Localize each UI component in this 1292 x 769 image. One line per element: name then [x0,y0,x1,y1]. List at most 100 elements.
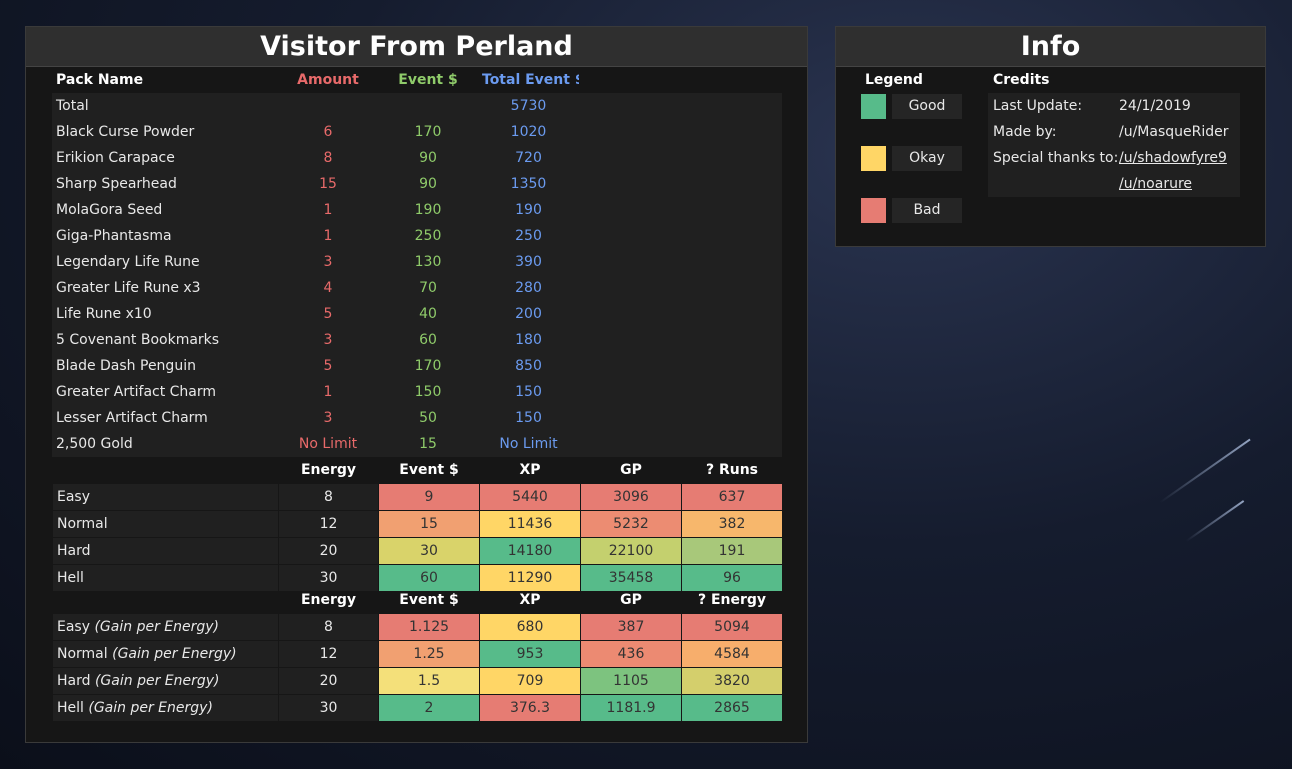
runs-label-text: Easy [57,489,91,505]
gain-xp: 376.3 [479,694,581,722]
pack-event: 60 [378,327,478,353]
pack-event: 170 [378,119,478,145]
credits-box: Last Update: 24/1/2019 Made by: /u/Masqu… [988,93,1240,197]
pack-total: 150 [478,405,579,431]
runs-event: 30 [378,537,480,565]
gain-extra: 5094 [681,613,783,641]
pack-row: Erikion Carapace 8 90 720 [52,145,782,171]
pack-total: 180 [478,327,579,353]
gain-label-text: Hell [57,700,84,716]
runs-header-energy: Energy [300,462,357,478]
gain-xp: 709 [479,667,581,695]
runs-extra: 96 [681,564,783,592]
gain-label-text: Normal [57,646,108,662]
gain-header-event: Event $ [399,592,459,608]
pack-total: 720 [478,145,579,171]
runs-header-runs: ? Runs [705,462,759,478]
gain-header-row: Energy Event $ XP GP ? Energy [53,587,783,614]
gain-label-suffix: (Gain per Energy) [88,700,213,716]
pack-event: 50 [378,405,478,431]
runs-energy: 20 [278,537,379,565]
gain-event: 1.25 [378,640,480,668]
runs-row: Hard 20 30 14180 22100 191 [52,537,783,565]
row-spacer [579,405,782,431]
pack-header-row: Pack Name Amount Event $ Total Event $ [52,67,782,93]
pack-name: Lesser Artifact Charm [52,405,278,431]
thanks-link-shadowfyre9[interactable]: /u/shadowfyre9 [1119,150,1227,166]
pack-event: 190 [378,197,478,223]
pack-amount: 3 [278,249,378,275]
pack-total: 250 [478,223,579,249]
runs-xp: 14180 [479,537,581,565]
runs-xp: 11290 [479,564,581,592]
pack-name: Black Curse Powder [52,119,278,145]
runs-table: Energy Event $ XP GP ? Runs Easy 8 9 5440 30… [52,457,783,592]
gain-gp: 387 [580,613,682,641]
thanks-link-noarure[interactable]: /u/noarure [1119,176,1193,192]
gain-gp: 1181.9 [580,694,682,722]
pack-event: 70 [378,275,478,301]
runs-header-row: Energy Event $ XP GP ? Runs [53,457,783,484]
gain-extra: 2865 [681,694,783,722]
info-title: Info [836,27,1265,67]
runs-energy: 8 [278,483,379,511]
pack-amount: 8 [278,145,378,171]
header-total-event: Total Event $ [482,72,579,88]
runs-label: Normal [52,510,279,538]
runs-label: Easy [52,483,279,511]
runs-row: Normal 12 15 11436 5232 382 [52,510,783,538]
header-pack-name: Pack Name [56,72,144,88]
pack-name: Greater Life Rune x3 [52,275,278,301]
gain-header-energy: Energy [300,592,357,608]
legend-okay-label: Okay [892,146,962,171]
pack-row: 5 Covenant Bookmarks 3 60 180 [52,327,782,353]
runs-header-gp: GP [620,462,642,478]
pack-row: Greater Life Rune x3 4 70 280 [52,275,782,301]
main-panel: Visitor From Perland Pack Name Amount Ev… [25,26,808,743]
runs-event: 9 [378,483,480,511]
pack-name: 5 Covenant Bookmarks [52,327,278,353]
gain-label: Normal (Gain per Energy) [52,640,279,668]
pack-name: Life Rune x10 [52,301,278,327]
legend-good-label: Good [892,94,962,119]
row-spacer [579,93,782,119]
row-spacer [579,145,782,171]
last-update-label: Last Update: [993,98,1083,114]
pack-total: No Limit [478,431,579,457]
pack-amount: 15 [278,171,378,197]
background-star-streak [1185,500,1245,542]
runs-event: 60 [378,564,480,592]
pack-event: 170 [378,353,478,379]
gain-label: Hard (Gain per Energy) [52,667,279,695]
gain-energy: 12 [278,640,379,668]
gain-label: Hell (Gain per Energy) [52,694,279,722]
runs-header-blank [53,457,279,484]
row-spacer [579,171,782,197]
runs-energy: 12 [278,510,379,538]
pack-table: Pack Name Amount Event $ Total Event $ T… [52,67,782,457]
row-spacer [579,353,782,379]
gain-row: Hell (Gain per Energy) 30 2 376.3 1181.9 2865 [52,694,783,722]
thanks-label: Special thanks to: [993,150,1119,166]
gain-extra: 4584 [681,640,783,668]
runs-extra: 382 [681,510,783,538]
runs-label-text: Hard [57,543,91,559]
gain-header-xp: XP [519,592,541,608]
gain-event: 1.125 [378,613,480,641]
total-row: Total 5730 [52,93,782,119]
header-spacer [579,67,782,93]
row-spacer [579,197,782,223]
pack-amount: 1 [278,197,378,223]
gain-gp: 436 [580,640,682,668]
runs-label: Hard [52,537,279,565]
total-label: Total [52,93,278,119]
background-star-streak [1159,438,1251,504]
pack-amount: 3 [278,405,378,431]
pack-event: 250 [378,223,478,249]
gain-extra: 3820 [681,667,783,695]
pack-amount: 6 [278,119,378,145]
pack-row: Blade Dash Penguin 5 170 850 [52,353,782,379]
pack-event: 40 [378,301,478,327]
gain-label-text: Easy [57,619,91,635]
runs-xp: 5440 [479,483,581,511]
